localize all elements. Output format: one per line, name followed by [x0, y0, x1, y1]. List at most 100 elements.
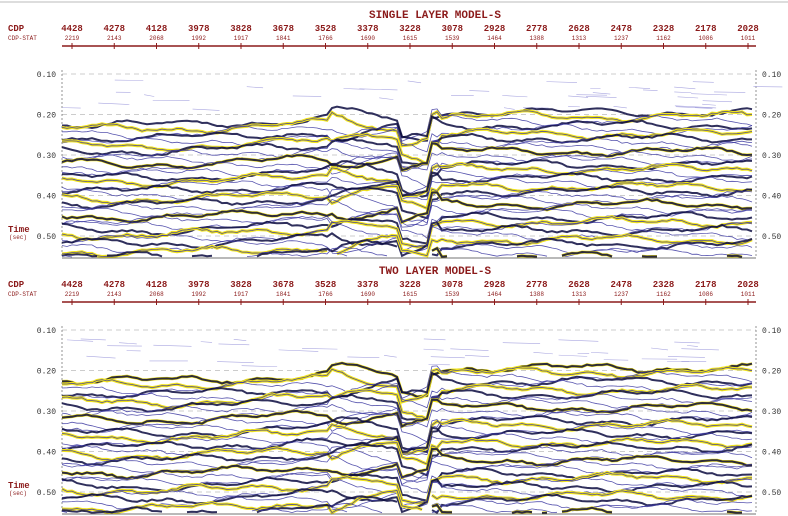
noise-streak [302, 348, 337, 349]
reflector [332, 247, 752, 256]
cdp-stat-value: 1992 [192, 35, 207, 42]
cdp-stat-label: CDP-STAT [8, 291, 37, 298]
cdp-stat-value: 1388 [530, 291, 545, 298]
noise-streak [558, 340, 598, 341]
time-tick-right: 0.30 [762, 408, 781, 417]
noise-streak [469, 91, 489, 92]
time-tick-right: 0.50 [762, 233, 781, 242]
seismic-panel: SINGLE LAYER MODEL-SCDPCDP-STAT442822194… [8, 10, 782, 258]
cdp-value: 3828 [230, 24, 252, 34]
noise-streak [98, 103, 129, 104]
time-tick-right: 0.20 [762, 112, 781, 121]
cdp-stat-value: 1690 [361, 291, 376, 298]
cdp-stat-value: 1162 [656, 35, 671, 42]
time-tick-left: 0.30 [37, 152, 56, 161]
noise-streak [218, 344, 249, 345]
noise-streak [86, 356, 115, 358]
noise-streak [591, 352, 608, 353]
noise-streak [384, 355, 397, 357]
noise-streak [586, 96, 617, 97]
noise-streak [67, 340, 93, 341]
noise-streak [568, 106, 580, 107]
cdp-value: 4278 [103, 24, 125, 34]
noise-streak [651, 348, 668, 350]
time-tick-right: 0.30 [762, 152, 781, 161]
cdp-stat-value: 1313 [572, 35, 587, 42]
cdp-value: 2328 [653, 280, 675, 290]
cdp-stat-value: 1464 [487, 35, 502, 42]
cdp-stat-value: 1464 [487, 291, 502, 298]
cdp-stat-value: 1011 [741, 291, 756, 298]
cdp-stat-label: CDP-STAT [8, 35, 37, 42]
cdp-value: 4428 [61, 280, 83, 290]
cdp-value: 3378 [357, 280, 379, 290]
cdp-value: 3678 [272, 24, 294, 34]
cdp-value: 4128 [146, 280, 168, 290]
cdp-value: 4278 [103, 280, 125, 290]
time-tick-left: 0.20 [37, 112, 56, 121]
cdp-stat-value: 1539 [445, 291, 460, 298]
cdp-stat-value: 1539 [445, 35, 460, 42]
noise-streak [119, 343, 137, 344]
time-tick-left: 0.50 [37, 233, 56, 242]
noise-streak [687, 345, 698, 346]
time-unit: (sec) [9, 490, 27, 497]
cdp-stat-value: 1841 [276, 291, 291, 298]
noise-streak [668, 356, 705, 357]
cdp-stat-value: 1992 [192, 291, 207, 298]
noise-streak [359, 89, 397, 90]
noise-streak [681, 349, 719, 350]
panel-title: TWO LAYER MODEL-S [379, 266, 492, 278]
time-tick-left: 0.10 [37, 71, 56, 80]
noise-streak [502, 95, 527, 96]
cdp-stat-value: 1086 [699, 291, 714, 298]
cdp-value: 3228 [399, 280, 421, 290]
cdp-value: 3528 [315, 280, 337, 290]
cdp-stat-value: 1841 [276, 35, 291, 42]
cdp-value: 3078 [441, 24, 463, 34]
noise-streak [234, 339, 246, 340]
noise-streak [674, 87, 695, 89]
cdp-value: 2178 [695, 24, 717, 34]
noise-streak [691, 94, 727, 95]
time-tick-left: 0.30 [37, 408, 56, 417]
noise-streak [424, 339, 446, 340]
cdp-value: 4128 [146, 24, 168, 34]
cdp-value: 2028 [737, 24, 759, 34]
noise-streak [714, 92, 745, 93]
time-tick-left: 0.10 [37, 327, 56, 336]
noise-streak [604, 360, 628, 361]
noise-streak [423, 349, 443, 350]
cdp-value: 2478 [610, 24, 632, 34]
cdp-stat-value: 1162 [656, 291, 671, 298]
time-tick-right: 0.40 [762, 449, 781, 458]
noise-streak [674, 342, 699, 343]
time-tick-right: 0.50 [762, 489, 781, 498]
noise-streak [674, 92, 691, 93]
cdp-stat-value: 1917 [234, 35, 249, 42]
time-tick-left: 0.20 [37, 368, 56, 377]
cdp-label: CDP [8, 280, 25, 290]
noise-streak [546, 82, 577, 83]
noise-streak [629, 87, 650, 88]
noise-streak [504, 108, 515, 110]
cdp-stat-value: 1237 [614, 35, 629, 42]
noise-streak [450, 349, 488, 351]
cdp-label: CDP [8, 24, 25, 34]
cdp-value: 2028 [737, 280, 759, 290]
noise-streak [568, 96, 588, 98]
noise-streak [593, 93, 610, 94]
cdp-stat-value: 1766 [318, 291, 333, 298]
time-tick-left: 0.50 [37, 489, 56, 498]
cdp-value: 2928 [484, 280, 506, 290]
cdp-value: 3378 [357, 24, 379, 34]
noise-streak [678, 97, 699, 98]
time-tick-right: 0.40 [762, 193, 781, 202]
cdp-stat-value: 1011 [741, 35, 756, 42]
cdp-stat-value: 2068 [149, 35, 164, 42]
cdp-stat-value: 1917 [234, 291, 249, 298]
cdp-value: 2778 [526, 280, 548, 290]
seismic-panel: TWO LAYER MODEL-SCDPCDP-STAT442822194278… [8, 266, 781, 514]
noise-streak [217, 362, 254, 363]
noise-streak [465, 355, 489, 356]
